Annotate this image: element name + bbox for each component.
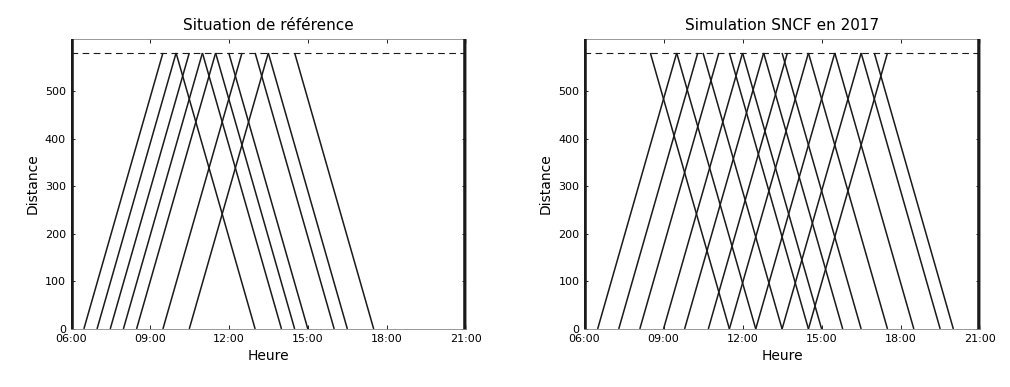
X-axis label: Heure: Heure: [762, 349, 803, 363]
Title: Situation de référence: Situation de référence: [183, 18, 354, 33]
Y-axis label: Distance: Distance: [539, 154, 552, 214]
Title: Simulation SNCF en 2017: Simulation SNCF en 2017: [685, 18, 879, 33]
X-axis label: Heure: Heure: [247, 349, 289, 363]
Y-axis label: Distance: Distance: [25, 154, 39, 214]
